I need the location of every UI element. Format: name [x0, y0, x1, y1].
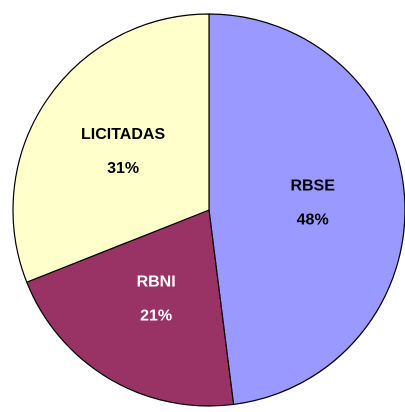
slice-value-label: 21% — [140, 308, 172, 325]
pie-slice — [208, 13, 405, 406]
slice-label: RBSE — [290, 178, 335, 195]
slice-label: LICITADAS — [81, 126, 165, 143]
slice-value-label: 31% — [107, 160, 139, 177]
pie-slice — [25, 209, 235, 407]
slice-label: RBNI — [137, 274, 176, 291]
slice-value-label: 48% — [297, 212, 329, 229]
pie-slice — [12, 13, 210, 283]
